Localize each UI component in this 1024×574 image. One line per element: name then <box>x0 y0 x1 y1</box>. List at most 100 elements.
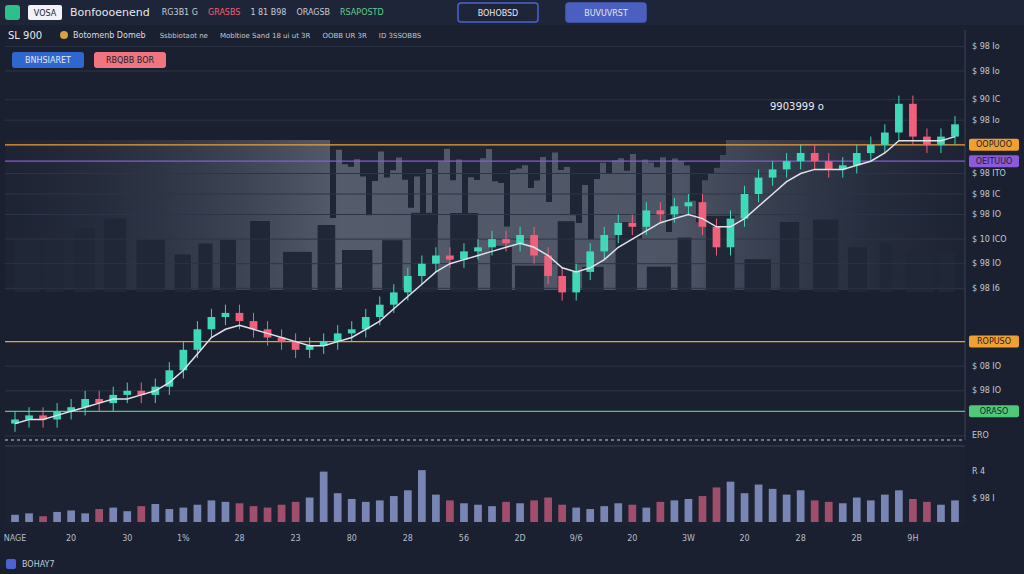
volume-bar <box>460 503 468 522</box>
volume-bar <box>671 500 679 522</box>
building <box>813 220 838 292</box>
volume-bar <box>446 500 454 522</box>
y-tick-label: $ 98 Io <box>972 42 1000 51</box>
candle-body <box>713 227 721 248</box>
top-bar <box>0 0 1024 25</box>
moving-average-line <box>15 137 955 424</box>
candle-body <box>783 161 791 169</box>
candle-body <box>222 313 230 317</box>
building <box>137 239 165 292</box>
grid-line <box>5 239 965 240</box>
volume-bar <box>825 502 833 522</box>
x-tick-label: 2B <box>851 534 862 543</box>
chart-root: $ 98 Io$ 98 Io$ 90 IC$ 98 Io$ 98 ITO$ 98… <box>0 0 1024 574</box>
volume-bar <box>628 505 636 522</box>
header-button-label: BUVUVRST <box>584 9 628 18</box>
volume-bar <box>278 505 286 522</box>
toolbar-button[interactable] <box>12 52 84 68</box>
candle-body <box>418 264 426 276</box>
x-tick-label: 28 <box>796 534 806 543</box>
candle-body <box>390 292 398 304</box>
y-tick-label: $ 98 IO <box>972 386 1001 395</box>
volume-bar <box>404 490 412 522</box>
grid-line <box>5 120 965 121</box>
x-tick-label: 9H <box>907 534 918 543</box>
candle-body <box>797 153 805 161</box>
candle-body <box>699 202 707 227</box>
volume-bar <box>390 496 398 522</box>
toolbar-button-label: BNHSIARET <box>25 56 71 65</box>
building <box>490 246 512 292</box>
volume-bar <box>474 505 482 522</box>
volume-bar <box>881 495 889 522</box>
grid-line <box>5 435 965 436</box>
y-tick-label: $ 98 IC <box>972 190 1001 199</box>
toolbar-button[interactable] <box>94 52 166 68</box>
building <box>342 250 372 292</box>
header-item: 1 81 B98 <box>250 8 286 17</box>
volume-bar <box>727 482 735 522</box>
y-tick-label: $ 90 IC <box>972 95 1001 104</box>
badge-box <box>28 5 62 20</box>
header-item: ORAGSB <box>296 8 330 17</box>
building <box>250 221 270 292</box>
candle-body <box>685 202 693 206</box>
grid-line <box>5 173 965 174</box>
price-line <box>5 161 965 162</box>
volume-bar <box>418 470 426 522</box>
volume-bar <box>839 503 847 522</box>
grid-line <box>5 366 965 367</box>
volume-bar <box>853 498 861 522</box>
x-tick-label: 23 <box>291 534 301 543</box>
candle-body <box>825 161 833 169</box>
volume-bar <box>951 500 959 522</box>
logo-icon <box>5 5 20 20</box>
header-title: Bonfoooenend <box>70 6 150 19</box>
volume-bar <box>530 500 538 522</box>
building <box>74 229 95 292</box>
candle-body <box>867 145 875 153</box>
candle-body <box>657 210 665 214</box>
grid-line <box>5 71 965 72</box>
volume-bar <box>867 500 875 522</box>
candle-body <box>811 153 819 161</box>
price-line <box>5 144 965 145</box>
y-tick-label: $ 98 ITO <box>972 169 1006 178</box>
volume-bar <box>909 499 917 522</box>
y-tick-label: ERO <box>972 431 989 440</box>
x-tick-label: 28 <box>234 534 244 543</box>
building <box>450 213 478 292</box>
volume-bar <box>39 516 47 522</box>
volume-tick-label: $ 98 I <box>972 494 995 503</box>
volume-bar <box>783 495 791 522</box>
x-tick-label: 3W <box>682 534 695 543</box>
volume-bar <box>516 503 524 522</box>
y-tick-label: $ 10 ICO <box>972 235 1007 244</box>
candle-body <box>951 124 959 136</box>
volume-bar <box>109 508 117 522</box>
candle-body <box>446 256 454 260</box>
toolbar-symbol: SL 900 <box>8 30 42 41</box>
volume-bar <box>236 503 244 522</box>
candle-body <box>348 329 356 333</box>
header-button[interactable] <box>566 3 646 22</box>
grid-line <box>5 194 965 195</box>
y-axis-line <box>965 30 966 440</box>
building <box>318 225 336 292</box>
volume-bar <box>362 502 370 522</box>
x-tick-label: 20 <box>627 534 637 543</box>
price-tag <box>969 155 1019 167</box>
volume-bar <box>137 506 145 522</box>
price-tag <box>969 336 1019 348</box>
volume-bar <box>488 506 496 522</box>
header-button[interactable] <box>458 3 538 22</box>
price-tag-label: OOPUOO <box>976 140 1012 149</box>
volume-bar <box>123 511 131 522</box>
candle-body <box>516 235 524 243</box>
volume-bar <box>151 504 159 522</box>
building <box>175 255 191 293</box>
skyline-shadow <box>330 140 726 239</box>
building <box>848 247 867 292</box>
volume-bar <box>769 489 777 522</box>
volume-bar <box>320 472 328 522</box>
